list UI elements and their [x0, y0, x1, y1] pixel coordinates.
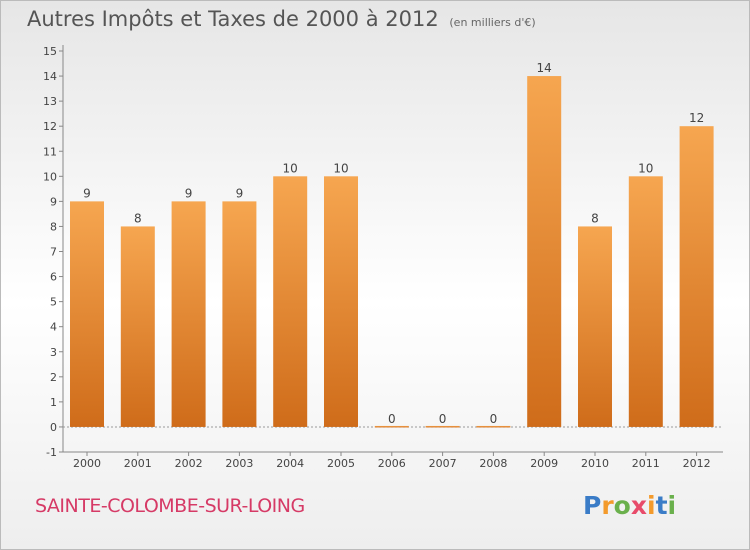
bar-2008	[476, 425, 511, 428]
x-tick-label: 2011	[632, 457, 660, 470]
data-label: 9	[236, 186, 244, 200]
x-tick-label: 2012	[683, 457, 711, 470]
data-label: 9	[83, 186, 91, 200]
x-tick-label: 2005	[327, 457, 355, 470]
logo-letter: P	[583, 491, 602, 520]
y-tick-label: 12	[43, 120, 57, 133]
bar-2012	[679, 126, 714, 427]
y-tick-label: 13	[43, 95, 57, 108]
bar-2000	[70, 201, 104, 427]
data-label: 0	[439, 412, 447, 426]
y-tick-label: 3	[50, 346, 57, 359]
logo-letter: o	[613, 491, 631, 520]
data-label: 12	[689, 111, 704, 125]
title-text: Autres Impôts et Taxes de 2000 à 2012	[27, 7, 439, 31]
data-labels: 9 8 9 9 10 10 0 0 0 14 8 10 12	[83, 61, 704, 426]
bar-2003	[222, 201, 257, 427]
logo-letter: r	[601, 491, 614, 520]
y-tick-label: 8	[50, 220, 57, 233]
y-tick-label: 10	[43, 170, 57, 183]
x-tick-label: 2002	[175, 457, 203, 470]
bar-2001	[120, 226, 155, 427]
data-label: 10	[638, 161, 653, 175]
y-tick-label: 4	[50, 321, 57, 334]
x-tick-label: 2000	[73, 457, 101, 470]
data-label: 14	[537, 61, 552, 75]
data-label: 0	[490, 412, 498, 426]
data-label: 10	[333, 161, 348, 175]
data-label: 9	[185, 186, 193, 200]
y-tick-label: 5	[50, 296, 57, 309]
y-tick-label: 0	[50, 421, 57, 434]
bar-2009	[527, 76, 562, 427]
y-tick-label: 6	[50, 271, 57, 284]
bars	[70, 76, 714, 428]
bar-2006	[374, 425, 409, 428]
chart-title: Autres Impôts et Taxes de 2000 à 2012 (e…	[27, 7, 536, 31]
logo-letter: x	[630, 491, 647, 520]
y-tick-label: 7	[50, 246, 57, 259]
bar-2010	[578, 226, 612, 427]
y-tick-label: 2	[50, 371, 57, 384]
logo-letter: i	[647, 491, 656, 520]
commune-name: SAINTE-COLOMBE-SUR-LOING	[35, 495, 305, 517]
bar-2011	[628, 176, 663, 427]
bar-2004	[273, 176, 308, 427]
y-tick-label: 9	[50, 195, 57, 208]
y-tick-label: 11	[43, 145, 57, 158]
data-label: 8	[591, 211, 599, 225]
bar-2005	[324, 176, 358, 427]
y-tick-label: 14	[43, 70, 57, 83]
x-tick-label: 2007	[429, 457, 457, 470]
x-tick-label: 2004	[276, 457, 304, 470]
x-tick-label: 2009	[530, 457, 558, 470]
x-tick-label: 2006	[378, 457, 406, 470]
bar-2002	[171, 201, 206, 427]
bar-2007	[425, 425, 460, 428]
data-label: 10	[283, 161, 298, 175]
y-tick-label: 1	[50, 396, 57, 409]
logo-letter: t	[655, 491, 668, 520]
y-tick-label: 15	[43, 45, 57, 58]
unit-label: (en milliers d'€)	[449, 16, 536, 29]
y-tick-label: -1	[46, 446, 57, 459]
data-label: 8	[134, 211, 142, 225]
x-tick-label: 2010	[581, 457, 609, 470]
data-label: 0	[388, 412, 396, 426]
proxiti-logo: Proxiti	[583, 491, 676, 520]
x-tick-label: 2003	[225, 457, 253, 470]
x-tick-label: 2001	[124, 457, 152, 470]
x-tick-label: 2008	[479, 457, 507, 470]
logo-letter: i	[667, 491, 677, 520]
